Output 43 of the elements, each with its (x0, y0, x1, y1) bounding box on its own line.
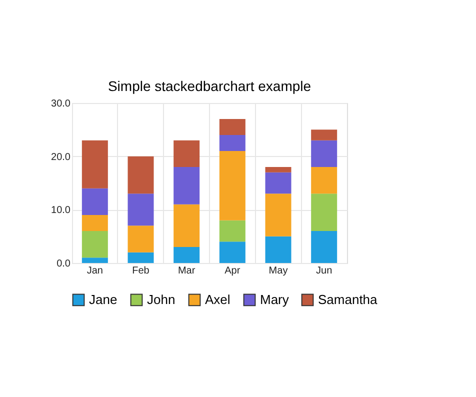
bar (219, 135, 246, 151)
x-tick-label: Feb (132, 266, 150, 276)
x-tick-label: Jun (316, 266, 332, 276)
bar (128, 252, 154, 263)
bar (219, 242, 246, 263)
y-tick-label: 30.0 (51, 98, 71, 110)
bar (82, 140, 108, 188)
bar (174, 204, 200, 247)
bar (174, 247, 200, 263)
x-tick-label: Mar (178, 266, 196, 276)
bar (265, 236, 292, 263)
legend-label: John (147, 292, 176, 307)
bar (128, 156, 154, 194)
bar (219, 119, 246, 135)
bar (311, 167, 338, 194)
legend-label: Axel (205, 292, 230, 307)
bar (128, 194, 154, 226)
bar (311, 231, 338, 263)
bar (128, 226, 154, 252)
y-tick-label: 10.0 (51, 205, 71, 216)
x-tick-label: Apr (224, 266, 241, 276)
bar (311, 130, 338, 140)
y-tick-label: 20.0 (51, 152, 71, 163)
bar (311, 194, 338, 231)
chart-title: Simple stackedbarchart example (108, 78, 312, 94)
x-tick-label: Jan (86, 266, 103, 276)
bar (219, 220, 246, 242)
bar (82, 215, 108, 231)
legend-label: Samantha (318, 292, 378, 307)
legend-label: Mary (260, 292, 290, 307)
bar (219, 151, 246, 220)
bar (174, 140, 200, 167)
bar (82, 258, 108, 263)
legend-label: Jane (89, 292, 118, 307)
bar (265, 172, 292, 194)
bar (82, 231, 108, 258)
y-tick-label: 0.0 (56, 258, 71, 270)
bar (265, 194, 292, 236)
bar (82, 188, 108, 215)
bar (311, 140, 338, 167)
x-tick-label: May (268, 266, 288, 276)
bar (174, 167, 200, 204)
bar (265, 167, 292, 172)
